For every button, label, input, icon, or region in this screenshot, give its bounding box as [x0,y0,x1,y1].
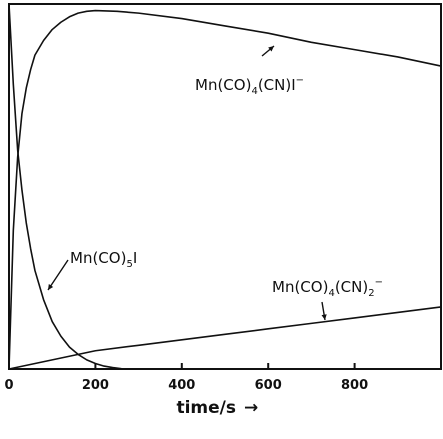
label-mn-co4-cn-i-part: 4 [251,86,257,97]
label-mn-co4-cn2-arrowhead [321,314,327,320]
x-tick-label: 200 [82,378,109,393]
label-mn-co5-i-arrowhead [48,284,54,290]
label-mn-co4-cn-i: Mn(CO)4(CN)I− [195,75,304,97]
label-mn-co4-cn2-part: Mn(CO) [272,278,328,296]
label-mn-co4-cn-i-part: − [296,75,304,86]
label-mn-co4-cn-i-part: Mn(CO) [195,76,251,94]
label-mn-co4-cn2: Mn(CO)4(CN)2− [272,277,383,299]
x-tick-label: 800 [341,378,368,393]
label-mn-co5-i-part: I [133,249,137,267]
label-mn-co4-cn-i-arrowhead [268,46,274,52]
label-mn-co4-cn2-part: 4 [328,288,334,299]
label-mn-co5-i-part: Mn(CO) [70,249,126,267]
x-axis-label-text: time/s [176,398,236,418]
label-mn-co5-i-pointer [47,259,69,291]
x-axis-label: time/s → [176,398,258,418]
curve-mn-co4-cn2 [8,306,442,370]
label-mn-co4-cn-i-part: (CN)I [258,76,296,94]
x-tick-label: 600 [255,378,282,393]
label-mn-co5-i-part: 5 [126,259,132,270]
label-mn-co5-i: Mn(CO)5I [70,249,137,270]
x-tick-label: 400 [168,378,195,393]
label-mn-co4-cn2-part: 2 [368,288,374,299]
plot-frame [8,3,442,370]
x-axis-label-arrow: → [244,398,258,418]
label-mn-co4-cn2-part: − [375,277,383,288]
label-mn-co4-cn2-part: (CN) [335,278,368,296]
curve-mn-co5-i [8,3,130,370]
x-tick-label: 0 [4,378,13,393]
curve-mn-co4-cn-i [8,9,442,370]
